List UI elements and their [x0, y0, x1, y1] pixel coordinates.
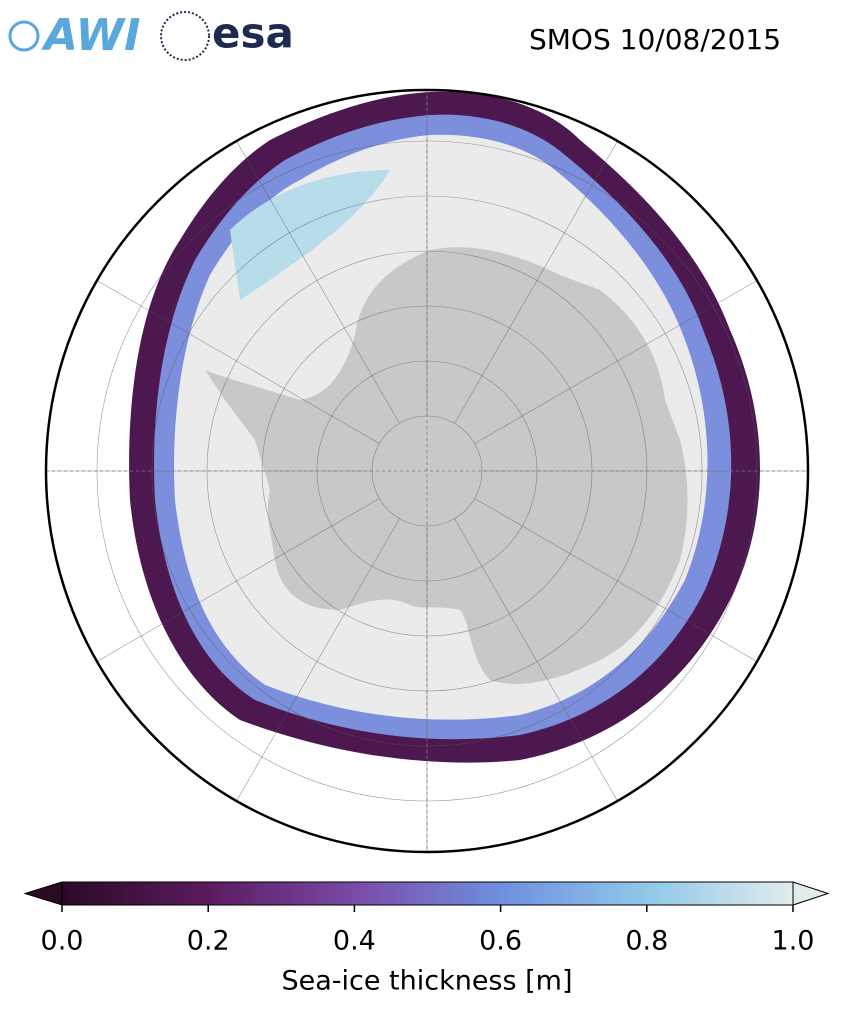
- colorbar-tick-label: 0.4: [333, 926, 376, 957]
- colorbar-extend-high: [792, 881, 830, 906]
- esa-logo: esa: [160, 9, 294, 61]
- map-border: [44, 88, 810, 854]
- colorbar: [23, 881, 830, 912]
- longitude-line: [454, 140, 618, 424]
- logo-globe: [8, 20, 40, 52]
- colorbar-tick-label: 0.6: [479, 926, 522, 957]
- colorbar-tick-label: 0.2: [187, 926, 230, 957]
- map: [46, 90, 808, 852]
- longitude-line: [474, 498, 758, 662]
- colorbar-tick-label: 0.0: [41, 926, 84, 957]
- longitude-line: [96, 280, 380, 444]
- title: SMOS 10/08/2015: [529, 23, 781, 56]
- longitude-line: [474, 280, 758, 444]
- logo-globe: [160, 11, 210, 61]
- colorbar-tick-label: 0.8: [625, 926, 668, 957]
- logo-text: AWI: [41, 10, 141, 61]
- colorbar-tick-label: 1.0: [772, 926, 815, 957]
- colorbar-bar: [61, 881, 794, 906]
- longitude-line: [236, 518, 400, 802]
- logo-text: esa: [212, 9, 294, 58]
- colorbar-label: Sea-ice thickness [m]: [281, 966, 572, 997]
- thick-ice: [230, 170, 390, 300]
- awi-logo: AWI: [8, 10, 141, 61]
- longitude-line: [454, 518, 618, 802]
- colorbar-extend-low: [23, 881, 63, 906]
- longitude-line: [236, 140, 400, 424]
- antarctica: [205, 247, 688, 684]
- longitude-line: [96, 498, 380, 662]
